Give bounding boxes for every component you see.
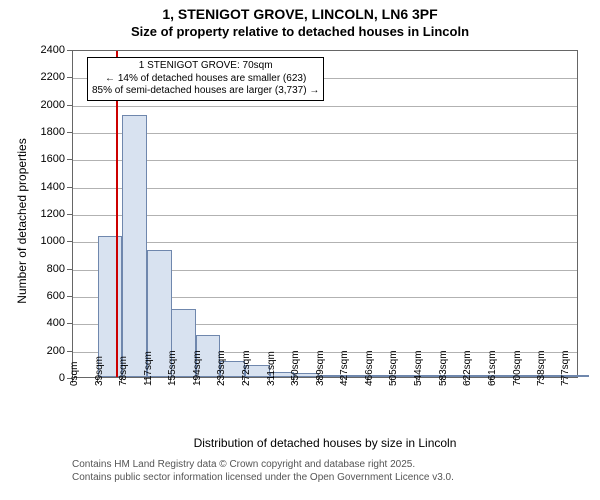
plot-area: 1 STENIGOT GROVE: 70sqm ← 14% of detache… [72,50,578,378]
y-gridline [73,215,577,216]
y-tick-label: 0 [27,372,65,384]
annotation-line2: ← 14% of detached houses are smaller (62… [92,73,319,86]
y-tick-label: 200 [27,345,65,357]
y-tick-label: 1200 [27,208,65,220]
annotation-box: 1 STENIGOT GROVE: 70sqm ← 14% of detache… [87,57,324,101]
footer-line1: Contains HM Land Registry data © Crown c… [72,458,454,471]
y-gridline [73,242,577,243]
y-tick-label: 2000 [27,99,65,111]
annotation-line3: 85% of semi-detached houses are larger (… [92,85,319,98]
y-tick-label: 400 [27,317,65,329]
y-gridline [73,133,577,134]
y-gridline [73,188,577,189]
y-tick-label: 1000 [27,235,65,247]
y-tick-label: 1600 [27,153,65,165]
chart-container: 1, STENIGOT GROVE, LINCOLN, LN6 3PF Size… [0,0,600,500]
y-tick-label: 2200 [27,71,65,83]
footer-line2: Contains public sector information licen… [72,471,454,484]
annotation-line1: 1 STENIGOT GROVE: 70sqm [92,60,319,73]
y-tick-label: 1400 [27,181,65,193]
y-tick-label: 1800 [27,126,65,138]
y-gridline [73,106,577,107]
x-axis-label: Distribution of detached houses by size … [72,436,578,450]
y-gridline [73,160,577,161]
histogram-bar [122,115,147,377]
footer-attribution: Contains HM Land Registry data © Crown c… [72,458,454,484]
chart-title-line2: Size of property relative to detached ho… [0,22,600,43]
y-tick-label: 800 [27,263,65,275]
y-tick-label: 600 [27,290,65,302]
y-tick-label: 2400 [27,44,65,56]
chart-title-line1: 1, STENIGOT GROVE, LINCOLN, LN6 3PF [0,0,600,22]
